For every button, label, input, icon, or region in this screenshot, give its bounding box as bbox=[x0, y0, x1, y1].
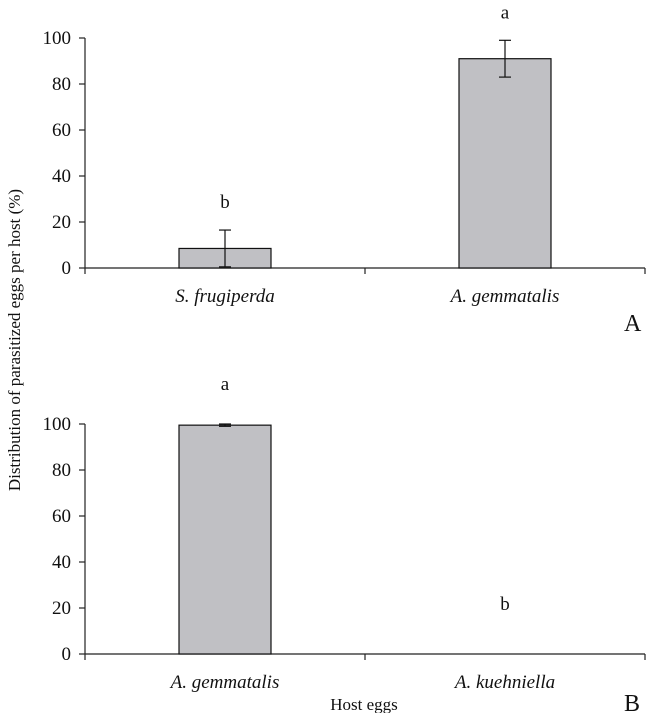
bar bbox=[458, 58, 552, 269]
significance-letter: b bbox=[500, 594, 510, 615]
y-tick-label: 20 bbox=[52, 212, 71, 233]
x-category-label: A. kuehniella bbox=[453, 672, 555, 693]
y-tick-label: 40 bbox=[52, 166, 71, 187]
y-tick-label: 80 bbox=[52, 460, 71, 481]
significance-letter: a bbox=[221, 374, 230, 395]
y-tick-label: 100 bbox=[43, 414, 72, 435]
y-tick-label: 60 bbox=[52, 120, 71, 141]
x-category-label: S. frugiperda bbox=[175, 286, 275, 307]
panel-b: 0 20 40 60 80 100 a A. gemmatalis b A. kuehniella… bbox=[43, 374, 646, 713]
panel-label: B bbox=[624, 691, 640, 713]
y-tick-label: 80 bbox=[52, 74, 71, 95]
panel-label: A bbox=[624, 311, 642, 337]
panel-a: 0 20 40 60 80 100 b S. frugiperda a A. gemmatalis… bbox=[43, 2, 646, 337]
y-tick-label: 0 bbox=[62, 258, 72, 279]
y-axis-label: Distribution of parasitized eggs per hos… bbox=[5, 189, 24, 491]
bar bbox=[178, 424, 272, 655]
y-tick-label: 60 bbox=[52, 506, 71, 527]
significance-letter: a bbox=[501, 2, 510, 23]
y-tick-label: 40 bbox=[52, 552, 71, 573]
y-tick-label: 0 bbox=[62, 644, 72, 665]
x-category-label: A. gemmatalis bbox=[449, 286, 560, 307]
y-tick-label: 100 bbox=[43, 28, 72, 49]
x-category-label: A. gemmatalis bbox=[169, 672, 280, 693]
y-tick-label: 20 bbox=[52, 598, 71, 619]
significance-letter: b bbox=[220, 192, 230, 213]
x-axis-label: Host eggs bbox=[330, 695, 398, 713]
